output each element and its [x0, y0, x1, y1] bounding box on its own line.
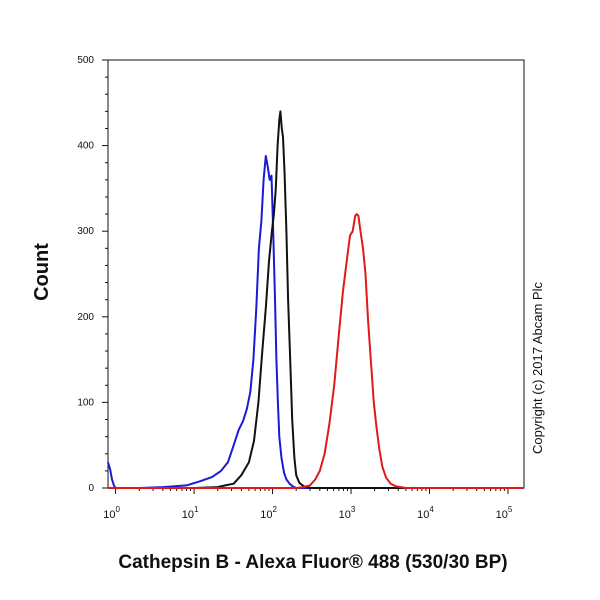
y-tick-label: 100	[77, 397, 94, 408]
x-tick-label: 100	[103, 505, 120, 521]
x-axis-label: Cathepsin B - Alexa Fluor® 488 (530/30 B…	[118, 552, 507, 573]
x-tick-label: 103	[339, 505, 356, 521]
x-tick-label: 102	[260, 505, 277, 521]
x-tick-label: 101	[182, 505, 199, 521]
x-tick-label: 105	[496, 505, 513, 521]
y-tick-label: 0	[88, 483, 94, 494]
x-tick-label: 104	[417, 505, 434, 521]
y-tick-label: 300	[77, 226, 94, 237]
y-tick-label: 500	[77, 55, 94, 66]
y-axis-label: Count	[31, 243, 53, 301]
y-tick-label: 200	[77, 312, 94, 323]
y-tick-label: 400	[77, 141, 94, 152]
series-line-3	[108, 213, 524, 489]
series-lines	[107, 110, 524, 489]
copyright-annotation: Copyright (c) 2017 Abcam Plc	[530, 282, 545, 454]
y-axis-ticks: 0 100 200 300 400 500	[77, 55, 108, 494]
series-line-2	[108, 110, 524, 489]
series-line-1	[107, 154, 524, 489]
